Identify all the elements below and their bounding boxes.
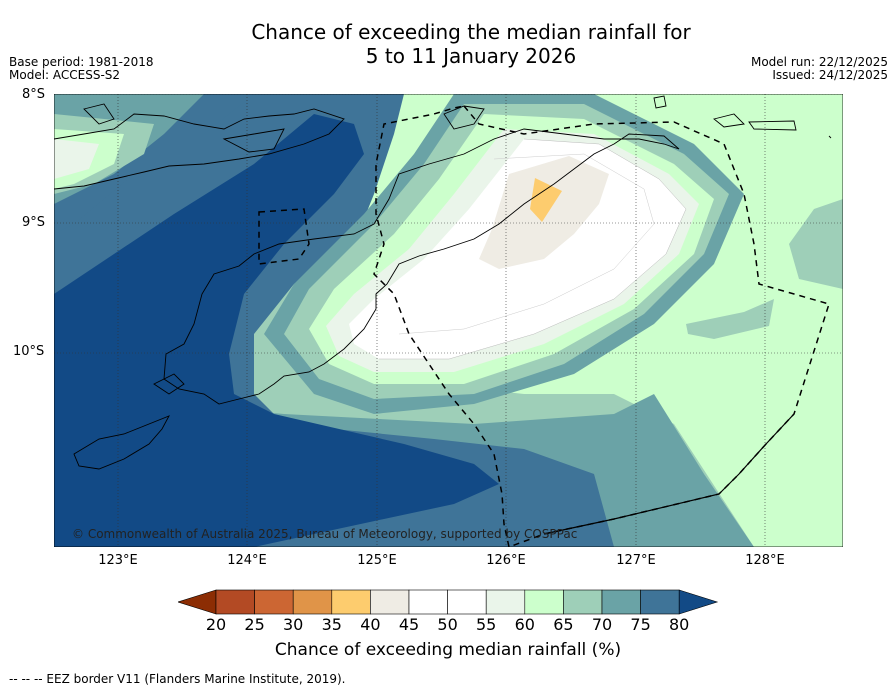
colorbar-segment	[215, 589, 255, 615]
timor-coastline	[163, 128, 680, 405]
colorbar-segment	[331, 589, 371, 615]
band-65-70-patch-center	[686, 299, 774, 339]
title-line-1: Chance of exceeding the median rainfall …	[251, 20, 691, 44]
colorbar-tick-label: 20	[205, 615, 227, 634]
colorbar-segment	[292, 589, 333, 615]
small-island-3	[748, 120, 797, 131]
copyright-notice: © Commonwealth of Australia 2025, Bureau…	[72, 527, 578, 541]
colorbar-tick-label: 80	[669, 615, 690, 634]
colorbar-tick-label: 65	[553, 615, 574, 634]
meta-right: Model run: 22/12/2025 Issued: 24/12/2025	[751, 56, 888, 82]
band-center-40	[530, 178, 562, 222]
colorbar-segment	[447, 589, 487, 615]
colorbar-extend-high	[678, 589, 719, 615]
rote-coastline	[73, 415, 170, 470]
colorbar-segments	[178, 589, 719, 615]
coastlines	[54, 95, 832, 470]
map-title: Chance of exceeding the median rainfall …	[0, 20, 896, 68]
colorbar-tick-label: 35	[321, 615, 342, 634]
issued-date: Issued: 24/12/2025	[772, 68, 888, 82]
meta-left: Base period: 1981-2018 Model: ACCESS-S2	[9, 56, 154, 82]
eez-border-south	[543, 413, 795, 535]
colorbar-tick-label: 30	[283, 615, 304, 634]
colorbar-segment	[563, 589, 603, 615]
alor-coastline	[222, 128, 285, 153]
colorbar-segment	[524, 589, 564, 615]
gridlines	[54, 94, 843, 547]
semau-coastline	[153, 373, 185, 395]
colorbar-tick-label: 70	[591, 615, 613, 634]
colorbar-tick-label: 50	[437, 615, 458, 634]
rainfall-map	[54, 94, 843, 547]
lon-label-126e: 126°E	[486, 553, 526, 568]
colorbar-segment	[370, 589, 410, 615]
colorbar-tick-label: 75	[630, 615, 651, 634]
adonara-coastline	[83, 103, 115, 125]
colorbar-tick-label: 60	[514, 615, 535, 634]
colorbar	[178, 589, 719, 615]
lat-label-10s: 10°S	[13, 344, 45, 359]
title-line-2: 5 to 11 January 2026	[365, 44, 577, 68]
colorbar-tick-label: 40	[360, 615, 381, 634]
model-run: Model run: 22/12/2025	[750, 55, 888, 69]
lon-label-128e: 128°E	[745, 553, 785, 568]
colorbar-tick-label: 25	[244, 615, 265, 634]
lat-label-8s: 8°S	[22, 87, 46, 102]
eez-footnote: -- -- -- EEZ border V11 (Flanders Marine…	[9, 672, 346, 686]
model-name: Model: ACCESS-S2	[9, 68, 121, 82]
colorbar-segment	[640, 589, 680, 615]
lon-label-125e: 125°E	[357, 553, 397, 568]
lon-label-123e: 123°E	[98, 553, 138, 568]
band-65-70-patch-east	[789, 199, 843, 289]
base-period: Base period: 1981-2018	[9, 55, 154, 69]
colorbar-segment	[254, 589, 294, 615]
small-island-2	[713, 113, 745, 128]
colorbar-tick-label: 45	[398, 615, 420, 634]
colorbar-segment	[485, 589, 526, 615]
eez-border-west	[258, 208, 310, 265]
colorbar-label: Chance of exceeding median rainfall (%)	[274, 640, 622, 660]
lat-label-9s: 9°S	[22, 215, 46, 230]
colorbar-extend-low	[178, 589, 217, 615]
colorbar-segment	[408, 589, 448, 615]
band-nw-55	[54, 139, 99, 179]
lon-label-127e: 127°E	[616, 553, 656, 568]
colorbar-segment	[601, 589, 641, 615]
band-over-80	[54, 114, 499, 547]
flores-coastline	[54, 108, 345, 190]
eez-border	[373, 105, 830, 547]
small-island-1	[653, 95, 667, 109]
lon-label-124e: 124°E	[227, 553, 267, 568]
colorbar-tick-label: 55	[476, 615, 497, 634]
small-island-4	[828, 135, 832, 139]
